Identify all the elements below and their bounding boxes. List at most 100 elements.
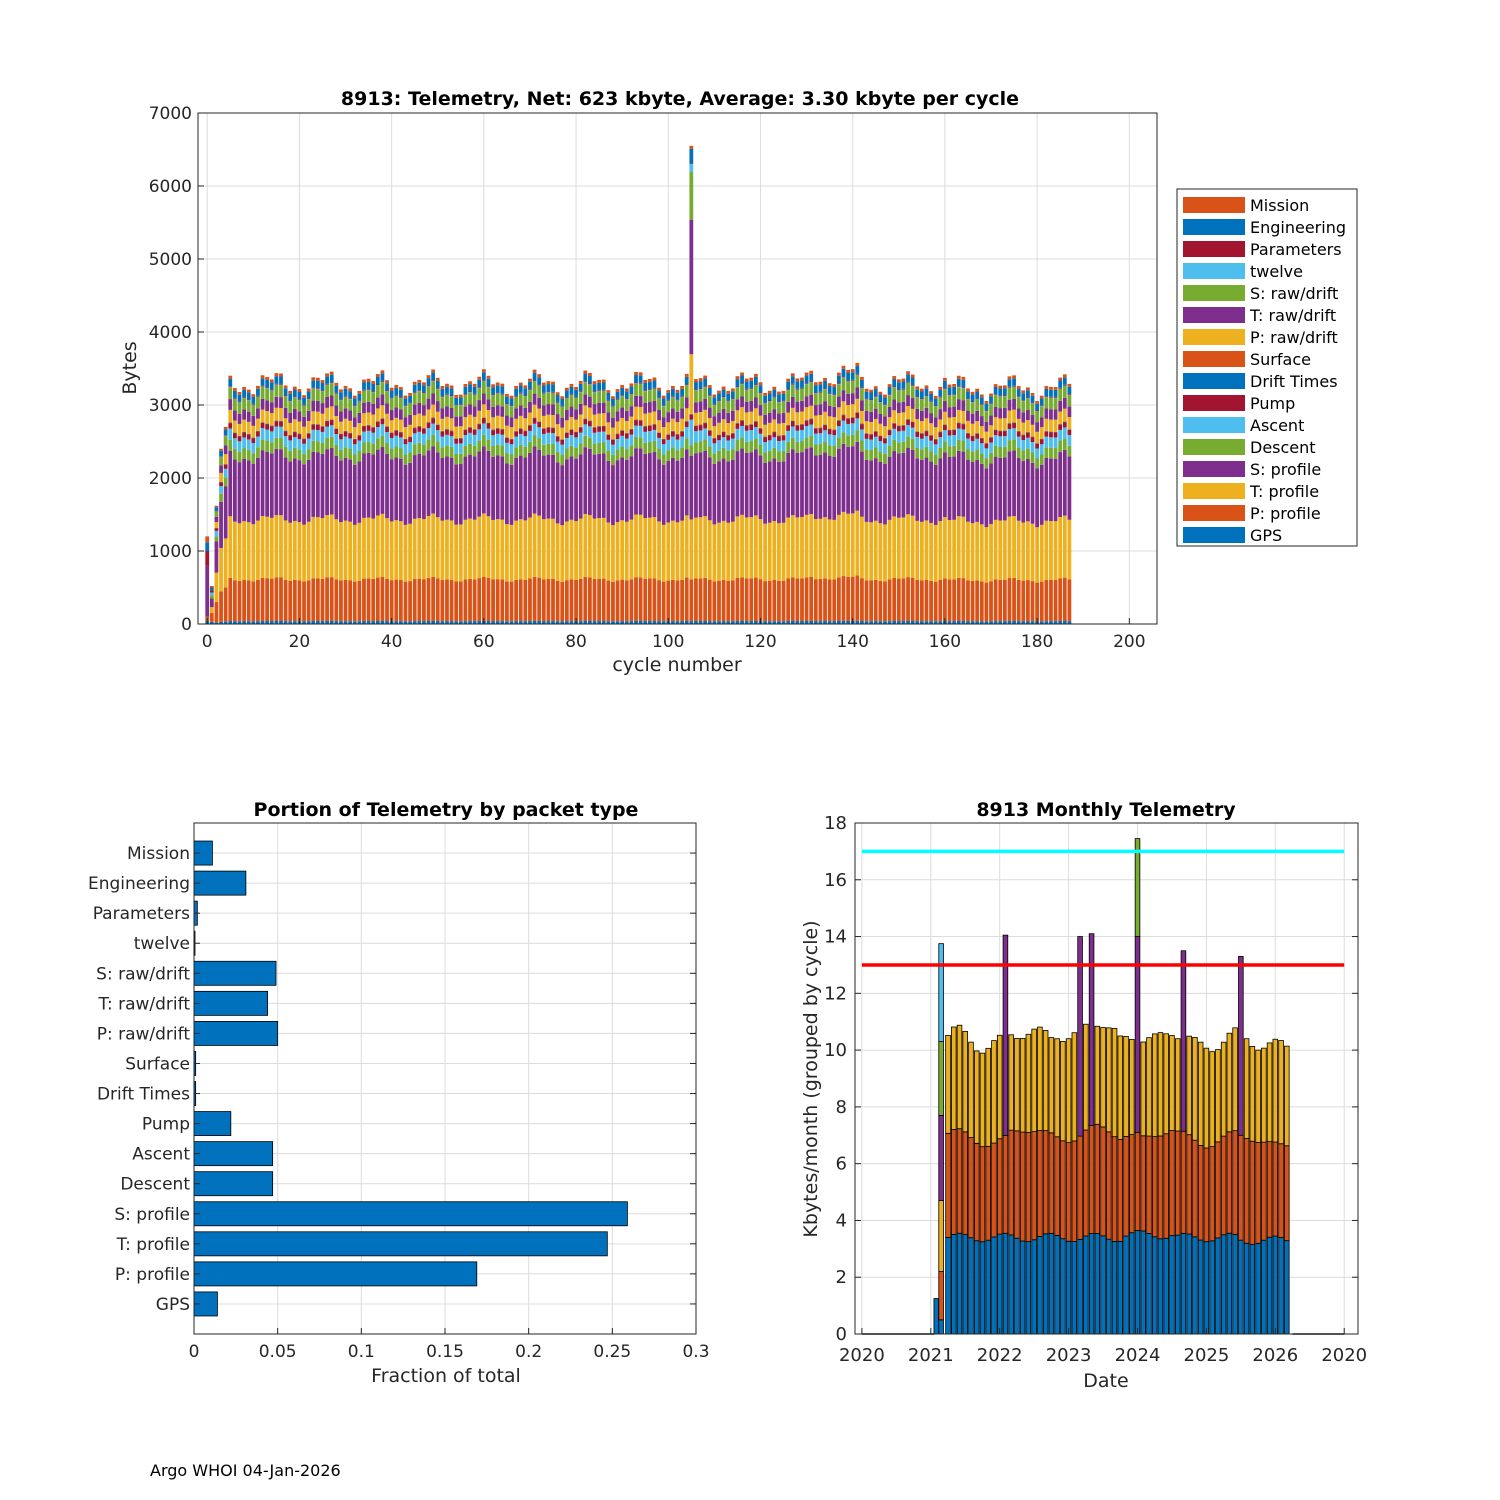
br-bar-segment — [1060, 1238, 1066, 1335]
top-bar-segment — [435, 452, 440, 518]
top-bar-segment — [357, 434, 362, 436]
top-bar-segment — [735, 422, 740, 424]
top-bar-segment — [532, 417, 537, 419]
top-bar-segment — [468, 518, 472, 579]
top-ytick-label: 5000 — [149, 250, 192, 270]
top-bar-segment — [975, 433, 980, 434]
top-bar-segment — [412, 518, 417, 580]
br-ticks: 2020 2021 2022 2023 2024 2025 2026 202002468101… — [824, 813, 1367, 1366]
br-bar-segment — [1094, 1233, 1101, 1335]
top-bar-segment — [385, 413, 389, 427]
top-bar-segment — [408, 403, 412, 415]
top-bar-segment — [873, 579, 878, 622]
top-bar-segment — [269, 517, 274, 579]
top-bar-segment — [528, 378, 532, 382]
footer-credit: Argo WHOI 04-Jan-2026 — [150, 1461, 341, 1480]
top-bar-segment — [578, 454, 583, 519]
top-bar-segment — [933, 464, 938, 525]
top-bar-segment — [707, 417, 712, 431]
top-bar-segment — [315, 424, 320, 426]
top-bar-segment — [574, 521, 578, 581]
top-bar-segment — [943, 452, 947, 518]
top-bar-segment — [915, 408, 920, 420]
top-bar-segment — [403, 621, 408, 624]
top-bar-segment — [472, 429, 477, 430]
top-bar-segment — [611, 444, 615, 455]
top-bar-segment — [481, 576, 486, 621]
top-bar-segment — [929, 580, 933, 622]
top-bar-segment — [320, 453, 325, 519]
top-bar-segment — [947, 429, 952, 431]
top-bar-segment — [850, 369, 855, 373]
top-bar-segment — [592, 621, 597, 624]
top-bar-segment — [984, 443, 989, 444]
top-bar-segment — [288, 450, 293, 462]
top-bar-segment — [1044, 457, 1049, 521]
top-bar-segment — [919, 410, 924, 422]
top-bar-segment — [740, 620, 744, 624]
top-bar-segment — [666, 434, 671, 435]
top-bar-segment — [818, 381, 823, 385]
top-bar-segment — [537, 377, 542, 385]
top-bar-segment — [320, 380, 325, 383]
top-bar-segment — [435, 424, 440, 425]
top-bar-segment — [744, 389, 749, 391]
top-bar-segment — [219, 456, 223, 466]
top-bar-segment — [440, 436, 445, 448]
top-bar-segment — [541, 428, 546, 429]
top-bar-segment — [380, 418, 385, 419]
top-bar-segment — [214, 622, 219, 624]
top-bar-segment — [670, 418, 675, 431]
top-bar-segment — [472, 456, 477, 520]
br-bar-segment — [962, 1234, 969, 1335]
br-bar-segment — [1094, 1123, 1101, 1234]
top-bar-segment — [763, 436, 767, 438]
top-bar-segment — [329, 382, 334, 384]
top-bar-segment — [638, 620, 643, 624]
top-bar-segment — [749, 424, 754, 426]
top-bar-segment — [721, 579, 726, 622]
top-bar-segment — [279, 421, 283, 422]
top-bar-segment — [449, 396, 454, 397]
top-bar-segment — [588, 420, 592, 421]
top-bar-segment — [846, 381, 850, 382]
top-bar-segment — [661, 405, 666, 407]
top-bar-segment — [325, 383, 329, 385]
top-bar-segment — [836, 448, 841, 515]
top-bar-segment — [551, 433, 555, 445]
top-bar-segment — [961, 451, 966, 517]
top-bar-segment — [380, 394, 385, 406]
top-bar-segment — [237, 441, 242, 452]
top-bar-segment — [505, 404, 509, 405]
top-bar-segment — [989, 442, 993, 453]
top-bar-segment — [1044, 447, 1049, 458]
top-bar-segment — [809, 620, 814, 624]
top-bar-segment — [657, 521, 661, 581]
top-bar-segment — [375, 385, 380, 386]
top-bar-segment — [325, 384, 329, 386]
top-bar-segment — [933, 405, 938, 407]
top-bar-segment — [781, 401, 786, 402]
top-bar-segment — [855, 398, 860, 413]
top-bar-segment — [555, 402, 560, 404]
top-bar-segment — [906, 395, 910, 407]
top-bar-segment — [1044, 431, 1049, 432]
top-bar-segment — [836, 426, 841, 438]
top-bar-segment — [781, 412, 786, 423]
br-bar-segment — [1238, 1239, 1244, 1335]
top-bar-segment — [966, 399, 970, 400]
top-bar-segment — [398, 580, 403, 622]
top-bar-segment — [966, 621, 970, 624]
top-bar-segment — [564, 580, 569, 622]
top-bar-segment — [523, 430, 528, 432]
top-bar-segment — [560, 417, 565, 428]
top-bar-segment — [624, 399, 629, 400]
top-bar-segment — [528, 517, 532, 579]
top-bar-segment — [906, 424, 910, 437]
top-bar-segment — [260, 386, 265, 387]
top-bar-segment — [694, 402, 698, 413]
top-bar-segment — [938, 458, 943, 522]
top-bar-segment — [606, 450, 611, 461]
top-bar-segment — [325, 376, 329, 384]
top-bar-segment — [329, 425, 334, 437]
